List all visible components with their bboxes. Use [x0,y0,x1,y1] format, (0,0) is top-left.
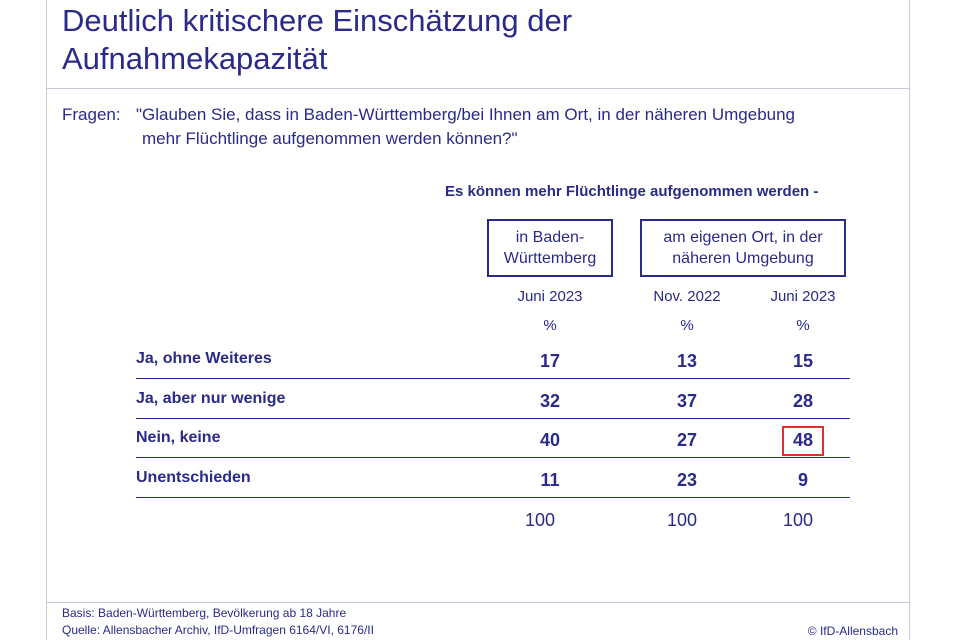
title-line-1: Deutlich kritischere Einschätzung der [62,3,573,38]
footer-divider [46,602,910,603]
footer-source: Quelle: Allensbacher Archiv, IfD-Umfrage… [62,623,374,637]
table-cell: 28 [792,391,814,411]
total-cell: 100 [524,510,556,530]
title-line-2: Aufnahmekapazität [62,41,328,76]
group-box-eigener-ort: am eigenen Ort, in der näheren Umgebung [640,219,846,277]
footer-copyright: © IfD-Allensbach [807,624,898,638]
table-cell: 9 [797,470,808,490]
table-cell: 32 [539,391,561,411]
column-period-2: Nov. 2022 [653,288,721,305]
total-cell: 100 [782,510,814,530]
column-unit-3: % [796,317,810,334]
row-label-unentschieden: Unentschieden [136,469,251,486]
group-box-line-1: in Baden- [515,229,585,246]
row-label-ja-ohne-weiteres: Ja, ohne Weiteres [136,350,272,367]
title-divider [46,88,910,89]
row-divider [136,457,850,458]
row-label-nein-keine: Nein, keine [136,429,221,446]
table-cell-highlighted: 48 [792,430,814,450]
group-box-line-2: näheren Umgebung [672,250,814,267]
row-divider [136,418,850,419]
table-cell: 17 [539,351,561,371]
question-label: Fragen: [62,105,121,124]
group-box-line-2: Württemberg [503,250,597,267]
frame-right-border [909,0,910,640]
table-cell: 23 [676,470,698,490]
table-cell: 40 [539,430,561,450]
question-line-1: "Glauben Sie, dass in Baden-Württemberg/… [136,105,796,124]
table-cell: 11 [540,470,560,490]
footer-basis: Basis: Baden-Württemberg, Bevölkerung ab… [62,606,347,620]
question-text: "Glauben Sie, dass in Baden-Württemberg/… [136,103,906,151]
row-divider [136,378,850,379]
column-period-1: Juni 2023 [517,288,583,305]
table-subheading: Es können mehr Flüchtlinge aufgenommen w… [445,183,819,200]
total-cell: 100 [666,510,698,530]
group-box-line-1: am eigenen Ort, in der [663,229,823,246]
group-box-baden-wuerttemberg: in Baden- Württemberg [487,219,613,277]
table-cell: 15 [792,351,814,371]
frame-left-border [46,0,47,640]
row-label-ja-aber-nur-wenige: Ja, aber nur wenige [136,390,286,407]
table-cell: 13 [676,351,698,371]
row-divider [136,497,850,498]
highlight-box [782,426,824,456]
column-unit-2: % [680,317,694,334]
table-cell: 27 [676,430,698,450]
page-title: Deutlich kritischere Einschätzung der Au… [62,2,572,78]
question-line-2: mehr Flüchtlinge aufgenommen werden könn… [142,129,518,148]
column-unit-1: % [543,317,557,334]
column-period-3: Juni 2023 [770,288,836,305]
table-cell: 37 [676,391,698,411]
